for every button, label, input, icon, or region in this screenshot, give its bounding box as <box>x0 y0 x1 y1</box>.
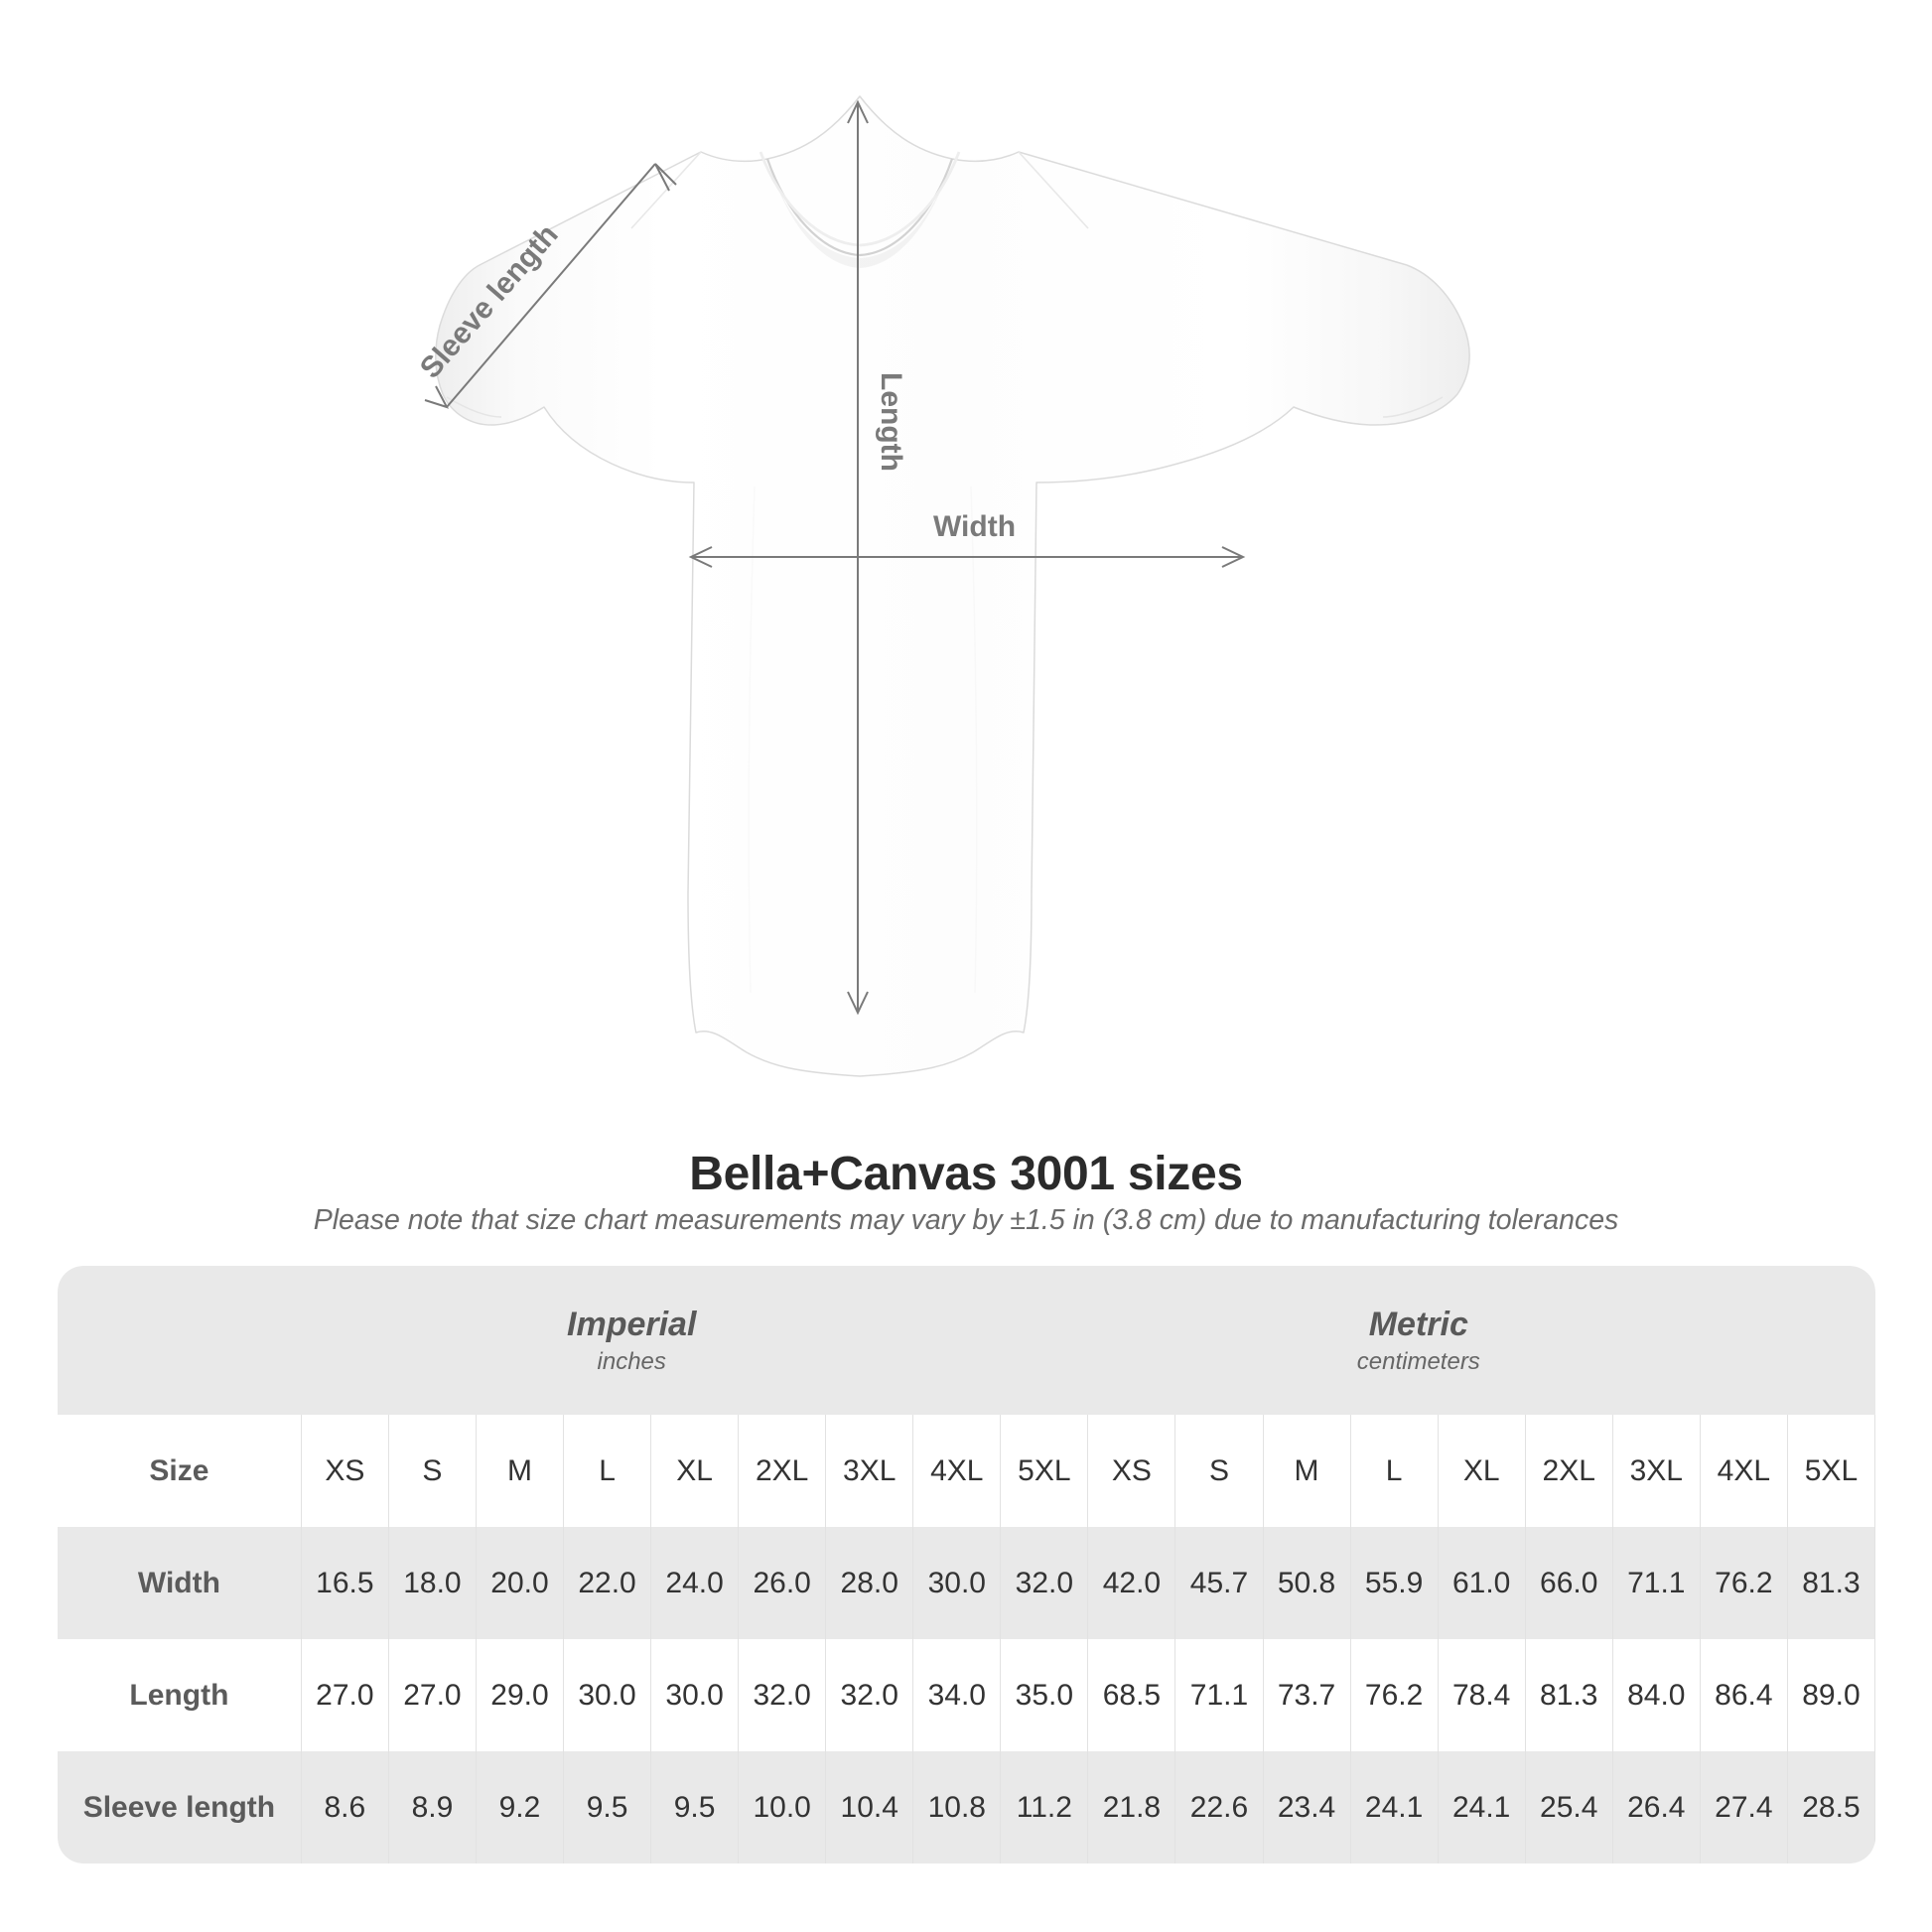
svg-text:Width: Width <box>933 510 1016 543</box>
svg-text:Length: Length <box>875 372 907 472</box>
